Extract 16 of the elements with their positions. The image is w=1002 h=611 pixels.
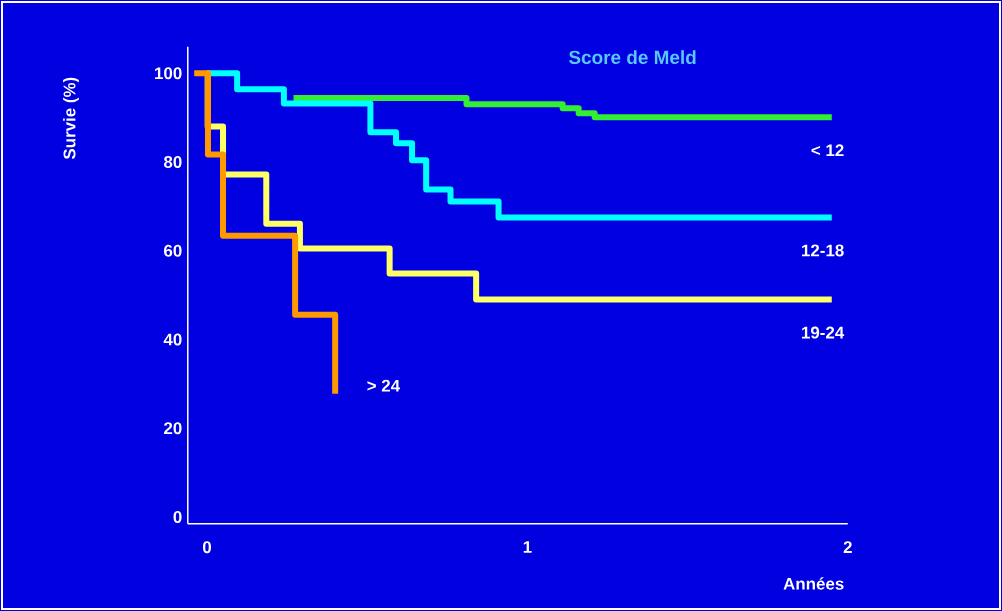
y-tick-label: 0 bbox=[173, 510, 182, 523]
chart-title: Score de Meld bbox=[569, 50, 696, 65]
y-axis-title: Survie (%) bbox=[63, 77, 79, 160]
x-tick-label: 1 bbox=[523, 541, 532, 553]
y-tick-label: 80 bbox=[163, 156, 182, 169]
series-label: > 24 bbox=[367, 379, 401, 392]
series-label: 12-18 bbox=[802, 244, 844, 257]
y-tick-label: 100 bbox=[155, 67, 182, 80]
series-label: < 12 bbox=[811, 144, 844, 157]
series-label: 19-24 bbox=[802, 326, 845, 339]
y-tick-label: 40 bbox=[163, 333, 182, 346]
x-tick-label: 2 bbox=[843, 541, 852, 553]
x-axis-title: Années bbox=[783, 577, 844, 590]
x-tick-label: 0 bbox=[202, 541, 212, 554]
y-tick-label: 60 bbox=[164, 244, 182, 257]
y-tick-label: 20 bbox=[164, 422, 182, 435]
